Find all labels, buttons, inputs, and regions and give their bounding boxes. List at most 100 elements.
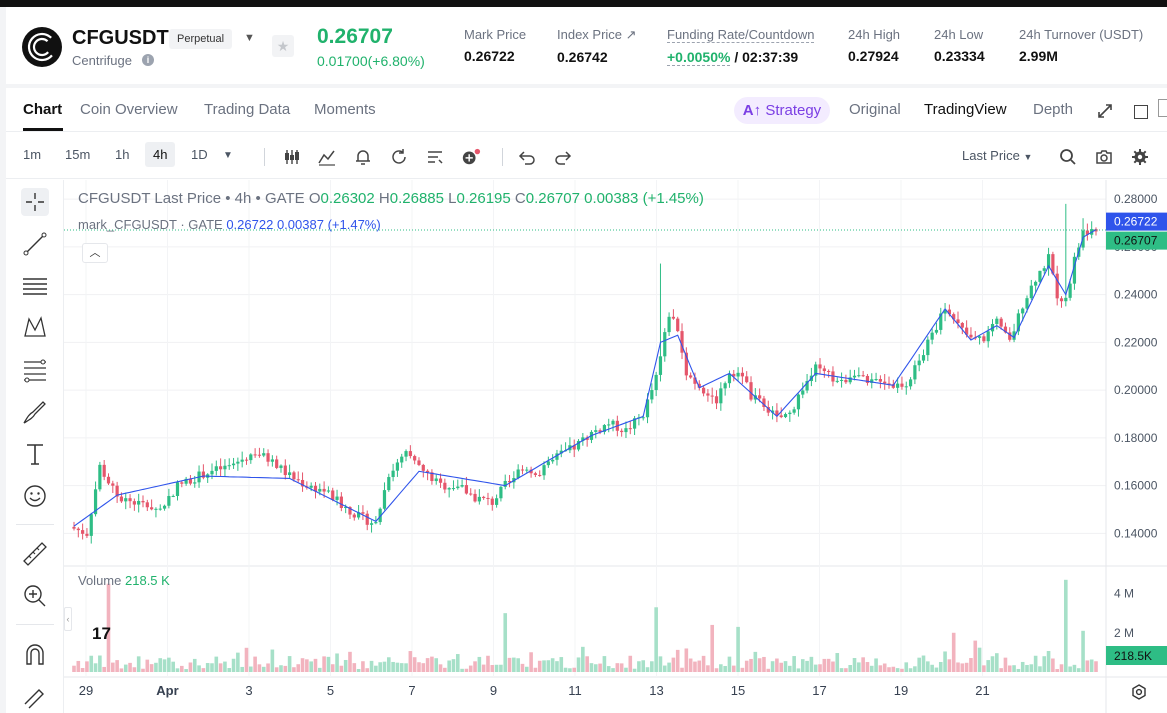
undo-icon[interactable] (517, 147, 537, 167)
lock-drawing-icon[interactable] (21, 682, 49, 710)
candle-body (727, 373, 732, 384)
volume-bar (684, 648, 689, 672)
candle-body (770, 410, 775, 413)
volume-bar (900, 668, 904, 672)
candle-body (865, 375, 870, 383)
fibonacci-icon[interactable] (21, 356, 49, 384)
templates-icon[interactable] (425, 147, 445, 167)
brush-icon[interactable] (21, 398, 49, 426)
candle-body (1012, 331, 1016, 340)
search-icon[interactable] (1058, 147, 1078, 167)
symbol-dropdown-chevron-icon[interactable]: ▼ (244, 32, 255, 44)
chart-settings-icon[interactable] (1131, 684, 1147, 700)
magnet-icon[interactable] (21, 640, 49, 668)
candlestick-type-icon[interactable] (282, 147, 302, 167)
time-axis-tick: 15 (731, 683, 745, 698)
candle-body (667, 316, 671, 333)
tradingview-logo-icon: 17 (92, 624, 111, 643)
volume-bar (236, 652, 240, 672)
candle-body (740, 372, 744, 377)
settings-gear-icon[interactable] (1130, 147, 1150, 167)
stat-funding-rate[interactable]: Funding Rate/Countdown +0.0050% / 02:37:… (667, 27, 815, 66)
volume-bar (205, 663, 210, 672)
collapse-sidebar-chevron-left-icon[interactable]: ‹ (64, 607, 72, 631)
candle-body (300, 479, 305, 487)
candle-body (848, 377, 852, 383)
timeframe-dropdown-chevron-icon[interactable]: ▼ (223, 150, 233, 161)
favorite-star-icon[interactable]: ★ (272, 35, 294, 57)
horizontal-lines-icon[interactable] (21, 272, 49, 300)
volume-bar (175, 668, 180, 672)
trend-line-icon[interactable] (21, 230, 49, 258)
symbol-title[interactable]: CFGUSDT (72, 27, 169, 49)
candle-body (270, 459, 274, 462)
emoji-icon[interactable] (21, 482, 49, 510)
volume-bar (287, 656, 292, 672)
tab-depth[interactable]: Depth (1033, 101, 1074, 118)
tab-tradingview[interactable]: TradingView (924, 101, 1007, 118)
volume-bar (559, 657, 564, 672)
candle-body (999, 318, 1003, 327)
candle-body (348, 507, 352, 515)
volume-bar (895, 668, 900, 672)
stat-value: 0.23334 (934, 48, 985, 64)
crosshair-icon[interactable] (21, 188, 49, 216)
candle-body (904, 386, 908, 388)
text-tool-icon[interactable] (21, 440, 49, 468)
volume-bar (421, 663, 426, 672)
candle-body (921, 355, 926, 361)
volume-bar (1051, 658, 1055, 672)
volume-bar (123, 664, 128, 672)
tab-original[interactable]: Original (849, 101, 901, 118)
window-layout-icon[interactable] (1134, 105, 1148, 119)
redo-icon[interactable] (553, 147, 573, 167)
volume-bar (951, 632, 956, 672)
timeframe-1h[interactable]: 1h (115, 147, 130, 162)
candle-body (641, 417, 645, 419)
ruler-icon[interactable] (21, 540, 49, 568)
price-type-select[interactable]: Last Price ▼ (962, 148, 1032, 163)
alert-bell-icon[interactable] (353, 147, 373, 167)
replay-icon[interactable] (389, 147, 409, 167)
strategy-button[interactable]: A↑ Strategy (734, 97, 830, 124)
info-icon[interactable]: i (142, 54, 154, 66)
volume-bar (253, 656, 257, 672)
timeframe-4h[interactable]: 4h (145, 142, 176, 167)
tab-coin-overview[interactable]: Coin Overview (80, 101, 178, 118)
candle-body (464, 485, 469, 494)
volume-bar (744, 660, 749, 672)
candle-body (447, 488, 451, 490)
camera-icon[interactable] (1094, 147, 1114, 167)
pattern-tool-icon[interactable] (21, 314, 49, 342)
tab-trading-data[interactable]: Trading Data (204, 101, 291, 118)
indicators-icon[interactable] (317, 147, 337, 167)
candle-body (766, 407, 770, 413)
side-panel-icon[interactable] (1158, 99, 1167, 117)
add-plugin-icon[interactable] (461, 147, 481, 167)
candle-body (697, 383, 701, 388)
volume-bar (667, 662, 671, 672)
time-axis-tick: 11 (568, 683, 582, 698)
candle-body (1072, 256, 1077, 284)
candle-body (184, 478, 188, 484)
timeframe-1m[interactable]: 1m (23, 147, 42, 162)
candle-body (805, 380, 809, 391)
tab-chart[interactable]: Chart (23, 101, 63, 118)
zoom-in-icon[interactable] (21, 582, 49, 610)
volume-bar (1064, 579, 1068, 672)
timeframe-15m[interactable]: 15m (65, 147, 91, 162)
volume-bar (145, 659, 150, 672)
chart-area[interactable]: 0.280000.260000.240000.220000.200000.180… (64, 180, 1167, 713)
stat-index-price[interactable]: Index Price ↗ 0.26742 (557, 27, 637, 65)
volume-tag-label: 218.5K (1114, 649, 1152, 663)
price-chart-svg[interactable]: 0.280000.260000.240000.220000.200000.180… (64, 180, 1167, 713)
timeframe-1d[interactable]: 1D (191, 147, 208, 162)
contract-type-badge: Perpetual (169, 29, 233, 49)
volume-bar (628, 655, 633, 672)
tab-moments[interactable]: Moments (314, 101, 376, 118)
candle-body (387, 477, 391, 491)
expand-icon[interactable] (1097, 103, 1113, 119)
volume-bar (128, 662, 132, 672)
volume-bar (913, 666, 917, 672)
collapse-legend-chevron-up-icon[interactable]: ︿ (82, 243, 108, 263)
